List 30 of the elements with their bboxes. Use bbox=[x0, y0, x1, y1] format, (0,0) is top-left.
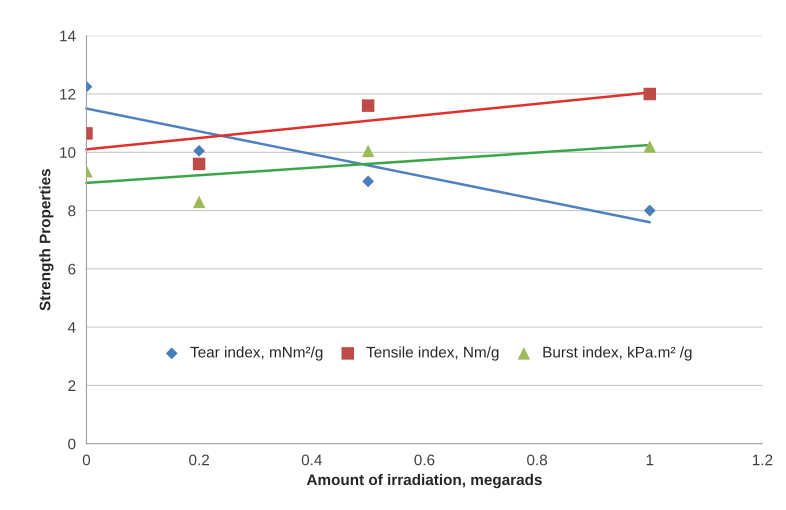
x-axis-title: Amount of irradiation, megarads bbox=[306, 474, 542, 488]
point bbox=[644, 88, 656, 100]
point bbox=[644, 204, 656, 216]
y-tick-label: 0 bbox=[68, 438, 76, 450]
y-tick-label: 12 bbox=[60, 88, 76, 100]
point bbox=[644, 140, 656, 153]
point bbox=[192, 158, 206, 170]
y-axis-title: Strength Properties bbox=[39, 169, 54, 311]
x-tick-label: 0.4 bbox=[302, 454, 322, 466]
x-tick-label: 0.8 bbox=[527, 454, 548, 466]
x-tick-label: 1 bbox=[646, 454, 654, 466]
x-tick-label: 1.2 bbox=[752, 454, 772, 466]
legend-label: Tensile index, Nm/g bbox=[366, 346, 498, 361]
y-tick-label: 2 bbox=[68, 380, 76, 391]
legend-label: Burst index, kPa.m² /g bbox=[543, 346, 692, 361]
x-tick-label: 0.2 bbox=[189, 454, 209, 466]
point bbox=[362, 99, 374, 112]
point bbox=[193, 144, 206, 157]
y-tick-label: 8 bbox=[68, 205, 76, 216]
x-tick-label: 0 bbox=[82, 454, 90, 466]
point bbox=[362, 176, 374, 188]
x-tick-label: 0.6 bbox=[414, 454, 434, 466]
y-tick-label: 4 bbox=[68, 322, 76, 333]
y-tick-label: 14 bbox=[60, 30, 76, 42]
line-series bbox=[85, 107, 652, 224]
legend-label: Tear index, mNm²/g bbox=[190, 346, 322, 361]
y-tick-label: 10 bbox=[60, 147, 76, 158]
point bbox=[362, 144, 374, 158]
y-tick-label: 6 bbox=[68, 264, 76, 275]
point bbox=[192, 196, 206, 208]
